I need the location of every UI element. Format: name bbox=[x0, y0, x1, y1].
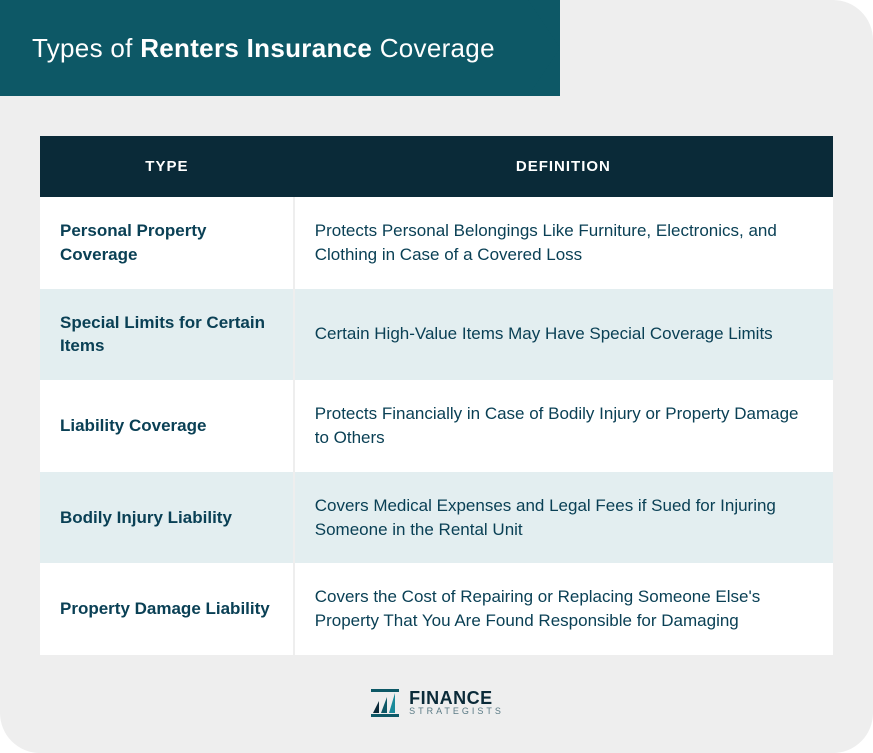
page-title: Types of Renters Insurance Coverage bbox=[0, 33, 495, 64]
title-banner: Types of Renters Insurance Coverage bbox=[0, 0, 873, 96]
title-bold: Renters Insurance bbox=[140, 33, 372, 63]
cell-definition: Certain High-Value Items May Have Specia… bbox=[294, 289, 833, 381]
cell-type: Liability Coverage bbox=[40, 380, 294, 472]
cell-type: Bodily Injury Liability bbox=[40, 472, 294, 564]
coverage-table: TYPE DEFINITION Personal Property Covera… bbox=[40, 136, 833, 655]
cell-definition: Protects Personal Belongings Like Furnit… bbox=[294, 197, 833, 289]
logo-main-text: FINANCE bbox=[409, 689, 504, 707]
table-row: Property Damage Liability Covers the Cos… bbox=[40, 563, 833, 655]
cell-definition: Covers the Cost of Repairing or Replacin… bbox=[294, 563, 833, 655]
logo-sub-text: STRATEGISTS bbox=[409, 707, 504, 716]
table-row: Bodily Injury Liability Covers Medical E… bbox=[40, 472, 833, 564]
col-header-type: TYPE bbox=[40, 136, 294, 197]
table-row: Special Limits for Certain Items Certain… bbox=[40, 289, 833, 381]
cell-type: Personal Property Coverage bbox=[40, 197, 294, 289]
title-prefix: Types of bbox=[32, 33, 140, 63]
cell-type: Property Damage Liability bbox=[40, 563, 294, 655]
logo-container: FINANCE STRATEGISTS bbox=[0, 675, 873, 743]
title-suffix: Coverage bbox=[372, 33, 495, 63]
col-header-definition: DEFINITION bbox=[294, 136, 833, 197]
table-row: Liability Coverage Protects Financially … bbox=[40, 380, 833, 472]
logo-text: FINANCE STRATEGISTS bbox=[409, 689, 504, 716]
brand-logo: FINANCE STRATEGISTS bbox=[369, 687, 504, 719]
cell-type: Special Limits for Certain Items bbox=[40, 289, 294, 381]
table-container: TYPE DEFINITION Personal Property Covera… bbox=[0, 96, 873, 675]
logo-icon bbox=[369, 687, 401, 719]
infographic-card: Types of Renters Insurance Coverage TYPE… bbox=[0, 0, 873, 753]
cell-definition: Covers Medical Expenses and Legal Fees i… bbox=[294, 472, 833, 564]
table-row: Personal Property Coverage Protects Pers… bbox=[40, 197, 833, 289]
table-header-row: TYPE DEFINITION bbox=[40, 136, 833, 197]
cell-definition: Protects Financially in Case of Bodily I… bbox=[294, 380, 833, 472]
